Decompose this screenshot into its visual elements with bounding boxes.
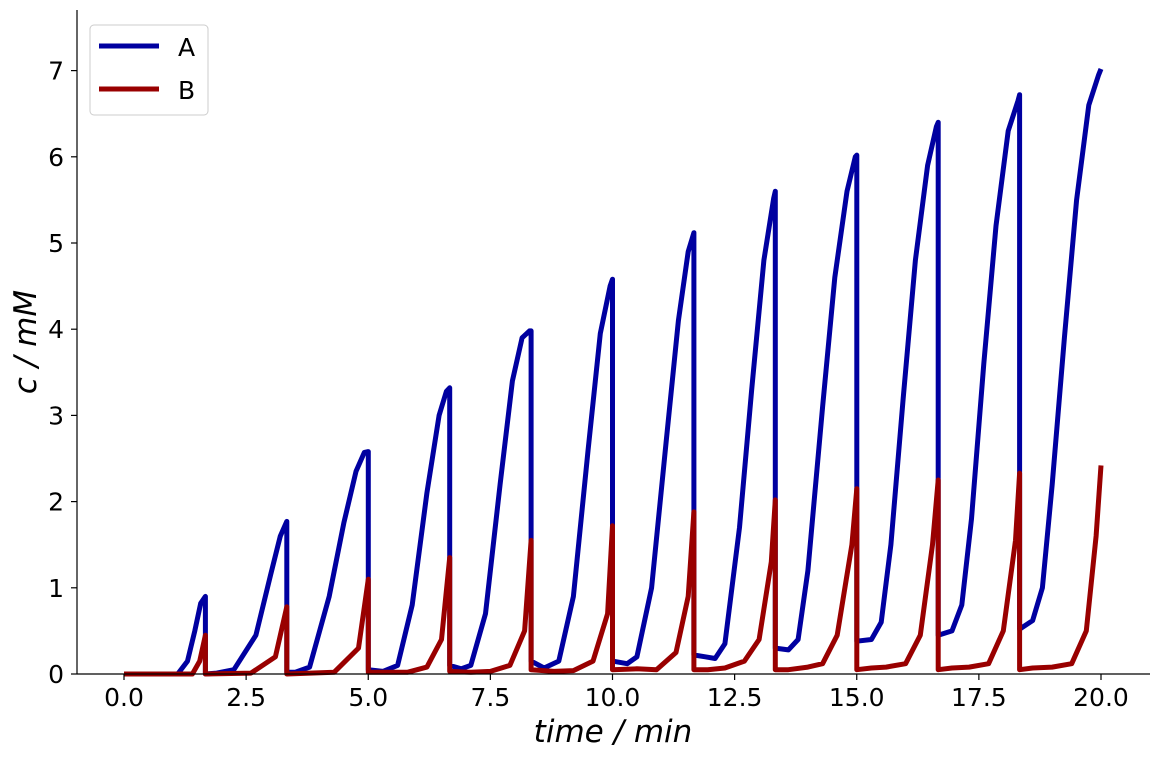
y-tick-label: 3	[48, 401, 64, 430]
y-tick-label: 1	[48, 574, 64, 603]
x-tick-label: 7.5	[470, 683, 510, 712]
legend-label-a: A	[178, 33, 195, 62]
x-ticks: 0.0 2.5 5.0 7.5 10.0 12.5 15.0 17.5 20.0	[104, 674, 1129, 712]
x-tick-label: 12.5	[707, 683, 763, 712]
series-line-b	[124, 465, 1104, 677]
x-tick-label: 17.5	[951, 683, 1007, 712]
y-ticks: 0 1 2 3 4 5 6 7	[48, 57, 77, 689]
x-tick-label: 5.0	[348, 683, 388, 712]
y-tick-label: 5	[48, 229, 64, 258]
y-tick-label: 4	[48, 315, 64, 344]
x-axis-label: time / min	[534, 714, 693, 750]
x-tick-label: 2.5	[226, 683, 266, 712]
legend: A B	[89, 24, 209, 116]
series-layer	[124, 67, 1104, 677]
series-line-a	[124, 67, 1104, 677]
legend-label-b: B	[178, 76, 195, 105]
x-tick-label: 20.0	[1073, 683, 1129, 712]
x-tick-label: 10.0	[585, 683, 641, 712]
y-tick-label: 7	[48, 57, 64, 86]
x-tick-label: 0.0	[104, 683, 144, 712]
y-tick-label: 6	[48, 143, 64, 172]
x-tick-label: 15.0	[829, 683, 885, 712]
y-tick-label: 0	[48, 660, 64, 689]
y-axis-label: c / mM	[8, 290, 44, 394]
y-tick-label: 2	[48, 488, 64, 517]
